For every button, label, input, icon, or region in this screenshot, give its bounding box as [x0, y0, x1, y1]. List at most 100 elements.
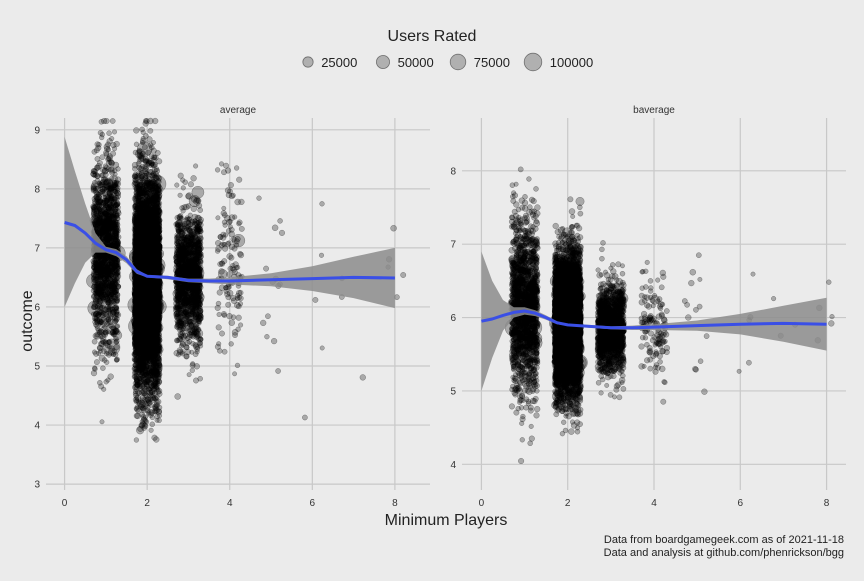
data-point — [108, 223, 114, 229]
data-point — [105, 265, 110, 270]
data-point — [112, 176, 118, 182]
legend-size-marker — [450, 54, 466, 70]
data-point — [104, 179, 110, 185]
data-point — [104, 360, 109, 365]
data-point — [103, 286, 108, 291]
x-tick-label: 8 — [392, 498, 398, 509]
legend-size-label: 25000 — [321, 55, 357, 70]
data-point — [116, 243, 120, 247]
data-point — [98, 275, 103, 280]
data-point — [98, 183, 103, 188]
data-point — [133, 127, 139, 133]
data-point — [110, 170, 115, 175]
data-point — [94, 148, 99, 153]
data-point — [97, 380, 102, 385]
data-point — [107, 277, 113, 283]
panel-title: average — [220, 105, 257, 116]
data-point — [108, 190, 113, 195]
data-point — [95, 305, 100, 310]
x-tick-label: 0 — [62, 498, 68, 509]
data-point — [102, 281, 107, 286]
data-point — [151, 140, 156, 145]
data-point — [106, 237, 112, 243]
data-point — [99, 355, 105, 361]
data-point — [104, 146, 110, 152]
data-point — [98, 199, 103, 204]
data-point — [116, 270, 121, 275]
legend-size-label: 75000 — [474, 55, 510, 70]
data-point — [106, 330, 110, 334]
data-point — [109, 161, 115, 167]
data-point — [92, 205, 98, 211]
data-point — [113, 286, 118, 291]
data-point — [109, 136, 114, 141]
data-point — [112, 319, 117, 324]
data-point — [97, 345, 102, 350]
legend-size-label: 100000 — [550, 55, 593, 70]
data-point — [95, 260, 100, 265]
data-point — [103, 272, 108, 277]
data-point — [92, 339, 97, 344]
data-point — [114, 202, 119, 207]
data-point — [100, 235, 105, 240]
data-point — [110, 310, 115, 315]
data-point — [101, 229, 106, 234]
data-point — [116, 167, 121, 172]
data-point — [104, 200, 109, 205]
data-point — [114, 213, 119, 218]
data-point — [113, 209, 118, 214]
data-point — [107, 131, 112, 136]
y-tick-label: 8 — [34, 184, 40, 195]
data-point — [108, 207, 113, 212]
data-point — [106, 307, 111, 312]
data-point — [107, 154, 113, 160]
data-point — [106, 299, 111, 304]
data-point — [96, 163, 102, 169]
y-tick-label: 5 — [34, 362, 40, 373]
data-point — [107, 185, 112, 190]
data-point — [113, 328, 119, 334]
data-point — [116, 262, 121, 267]
data-point — [92, 366, 97, 371]
y-tick-label: 9 — [34, 125, 40, 136]
data-point — [100, 132, 105, 137]
data-point — [91, 169, 96, 174]
y-tick-label: 3 — [34, 480, 40, 491]
data-point — [101, 316, 107, 322]
data-point — [112, 130, 117, 135]
legend-size-marker — [376, 55, 389, 68]
data-point — [103, 339, 120, 356]
data-point — [91, 185, 96, 190]
data-point — [108, 196, 112, 200]
data-point — [95, 191, 100, 196]
data-point — [96, 142, 101, 147]
data-point — [99, 333, 105, 339]
data-point — [94, 318, 100, 324]
data-point — [100, 155, 105, 160]
x-tick-label: 4 — [227, 498, 233, 509]
y-tick-label: 7 — [34, 243, 40, 254]
data-point — [101, 118, 107, 124]
data-point — [113, 189, 118, 194]
data-point — [100, 219, 104, 223]
data-point — [134, 438, 139, 443]
data-point — [149, 428, 154, 433]
data-point — [92, 350, 97, 355]
data-point — [93, 333, 99, 339]
y-tick-label: 4 — [34, 421, 40, 432]
legend-size-label: 50000 — [398, 55, 434, 70]
data-point — [96, 289, 101, 294]
data-point — [100, 420, 104, 424]
data-point — [101, 387, 106, 392]
data-point — [94, 359, 99, 364]
data-point — [148, 128, 153, 133]
data-point — [98, 224, 103, 229]
data-point — [110, 118, 115, 123]
data-point — [106, 216, 112, 222]
data-point — [103, 324, 108, 329]
data-point — [99, 212, 105, 218]
data-point — [104, 379, 109, 384]
x-tick-label: 6 — [310, 498, 316, 509]
